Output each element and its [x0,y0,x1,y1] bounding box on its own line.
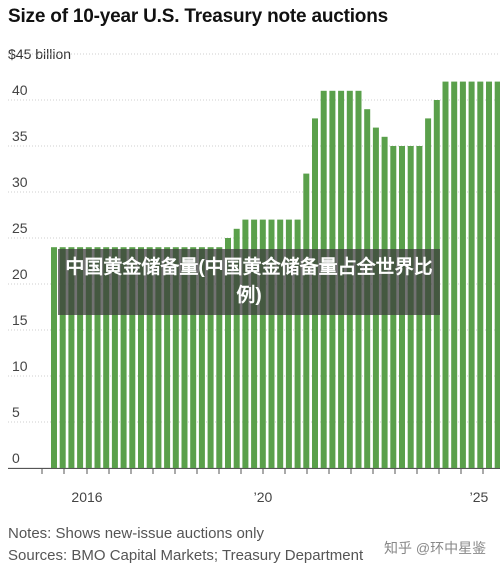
bar [164,247,171,468]
y-tick-label: 10 [12,358,28,374]
bar [225,238,231,468]
bar [259,219,266,468]
bar [468,81,475,468]
bar [155,247,162,468]
bar [94,247,101,468]
bar [85,247,92,468]
bar [451,81,458,468]
y-axis-unit-label: $45 billion [8,46,72,62]
bar [251,219,258,468]
bar [68,247,75,468]
bar [268,219,275,468]
bar [294,219,301,468]
bar [129,247,136,468]
bar [233,228,240,468]
bar [442,81,449,468]
notes-block: Notes: Shows new-issue auctions only Sou… [8,523,363,567]
y-axis: 0 5 10 15 20 25 30 35 40 [12,82,28,466]
y-tick-label: 30 [12,174,28,190]
chart-title: Size of 10-year U.S. Treasury note aucti… [8,6,388,27]
y-tick-label: 35 [12,128,28,144]
watermark-text: 知乎 @环中星鉴 [384,540,487,556]
bar [285,219,292,468]
notes-line: Notes: Shows new-issue auctions only [8,525,264,542]
y-tick-label: 40 [12,82,28,98]
bar [242,219,249,468]
x-tick-label: ’20 [254,489,273,505]
bar [216,247,223,468]
y-tick-label: 5 [12,404,20,420]
bar [138,247,144,468]
bar [207,247,214,468]
x-tick-label: 2016 [71,489,102,505]
bar [190,247,197,468]
bar [172,247,179,468]
y-tick-label: 25 [12,220,28,236]
bar [477,81,484,468]
bar [303,173,310,468]
bar [486,81,492,468]
x-axis: 2016 ’20 ’25 [8,468,500,505]
y-tick-label: 15 [12,312,28,328]
x-tick-label: ’25 [470,489,489,505]
bar [198,247,205,468]
sources-line: Sources: BMO Capital Markets; Treasury D… [8,547,364,564]
bar [111,247,118,468]
bar [120,247,127,468]
bar [181,247,188,468]
bar [77,247,84,468]
bar [494,81,500,468]
overlay-caption: 中国黄金储备量(中国黄金储备量占全世界比例) [58,249,440,315]
y-tick-label: 20 [12,266,28,282]
bar [459,81,466,468]
bar [59,247,66,468]
bar [146,247,153,468]
bar [51,247,57,468]
y-tick-label: 0 [12,450,20,466]
bar [277,219,284,468]
bar [103,247,110,468]
